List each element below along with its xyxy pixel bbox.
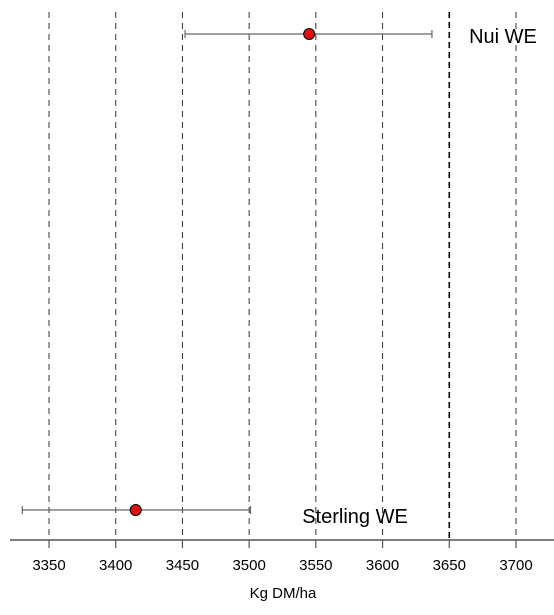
x-tick-label: 3600 — [366, 557, 399, 574]
series-label: Sterling WE — [302, 506, 408, 528]
series-layer: Nui WE Sterling WE — [21, 26, 537, 528]
x-tick-label: 3650 — [433, 557, 466, 574]
x-tick-label: 3350 — [32, 557, 65, 574]
x-axis-title: Kg DM/ha — [250, 585, 317, 602]
x-tick-label: 3400 — [99, 557, 132, 574]
data-point — [129, 504, 142, 516]
series-label: Nui WE — [469, 26, 537, 48]
x-tick-label: 3500 — [232, 557, 265, 574]
x-ticks: 3350 3400 3450 3500 3550 3600 3650 3700 — [32, 540, 533, 574]
grid-layer — [48, 12, 517, 540]
x-tick-label: 3450 — [166, 557, 199, 574]
x-tick-label: 3700 — [499, 557, 532, 574]
data-point — [303, 28, 316, 40]
series-row: Sterling WE — [21, 504, 408, 528]
series-row: Nui WE — [184, 26, 537, 48]
x-tick-label: 3550 — [299, 557, 332, 574]
